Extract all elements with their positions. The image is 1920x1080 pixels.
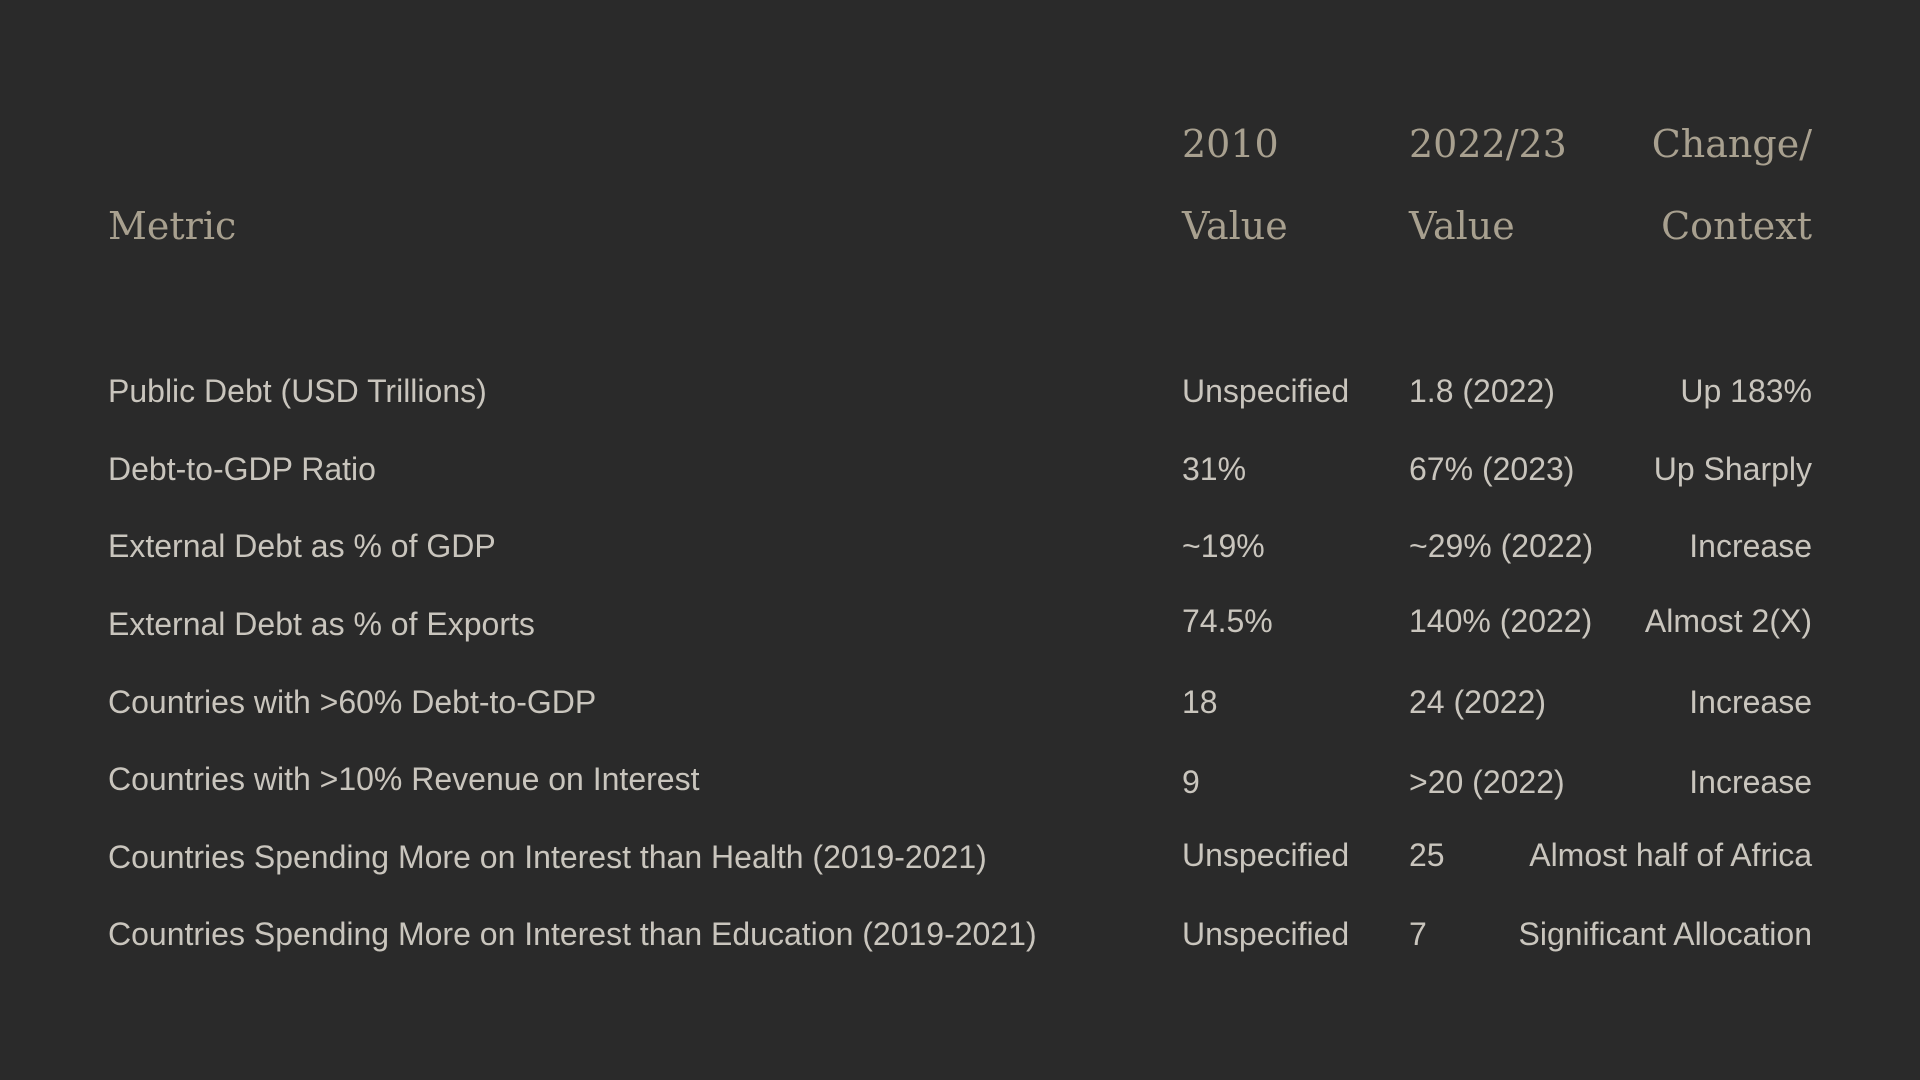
row-5-2022-value: 24 (2022) [1409,684,1546,720]
row-5-metric: Countries with >60% Debt-to-GDP [108,684,597,720]
row-2-change: Up Sharply [1653,451,1812,487]
row-7-change: Almost half of Africa [1529,837,1812,873]
row-3-2010-value: ~19% [1182,528,1265,564]
row-1-metric: Public Debt (USD Trillions) [108,373,487,409]
row-7-metric: Countries Spending More on Interest than… [108,839,987,875]
header-metric: Metric [108,204,237,248]
header-2022-line2: Value [1409,204,1515,248]
row-4-2022-value: 140% (2022) [1409,603,1593,639]
header-change-line1: Change/ [1651,122,1812,166]
row-4-change: Almost 2(X) [1644,603,1812,639]
row-2-2010-value: 31% [1182,451,1247,487]
row-1-2010-value: Unspecified [1182,373,1350,409]
row-8-change: Significant Allocation [1518,916,1812,952]
header-2022-line1: 2022/23 [1409,122,1567,166]
row-6-metric: Countries with >10% Revenue on Interest [108,761,700,797]
row-5-change: Increase [1689,684,1812,720]
row-8-metric: Countries Spending More on Interest than… [108,916,1037,952]
header-change-line2: Context [1661,204,1812,248]
row-4-2010-value: 74.5% [1182,603,1273,639]
row-8-2010-value: Unspecified [1182,916,1350,952]
row-7-2022-value: 25 [1409,837,1445,873]
header-2010-line2: Value [1182,204,1288,248]
row-2-2022-value: 67% (2023) [1409,451,1575,487]
row-1-change: Up 183% [1680,373,1812,409]
row-3-2022-value: ~29% (2022) [1409,528,1594,564]
row-5-2010-value: 18 [1182,684,1218,720]
header-2010-line1: 2010 [1182,122,1279,166]
row-3-change: Increase [1689,528,1812,564]
row-2-metric: Debt-to-GDP Ratio [108,451,376,487]
row-8-2022-value: 7 [1409,916,1427,952]
row-6-2010-value: 9 [1182,764,1200,800]
row-3-metric: External Debt as % of GDP [108,528,496,564]
row-6-2022-value: >20 (2022) [1409,764,1565,800]
row-1-2022-value: 1.8 (2022) [1409,373,1555,409]
row-6-change: Increase [1689,764,1812,800]
row-7-2010-value: Unspecified [1182,837,1350,873]
row-4-metric: External Debt as % of Exports [108,606,535,642]
